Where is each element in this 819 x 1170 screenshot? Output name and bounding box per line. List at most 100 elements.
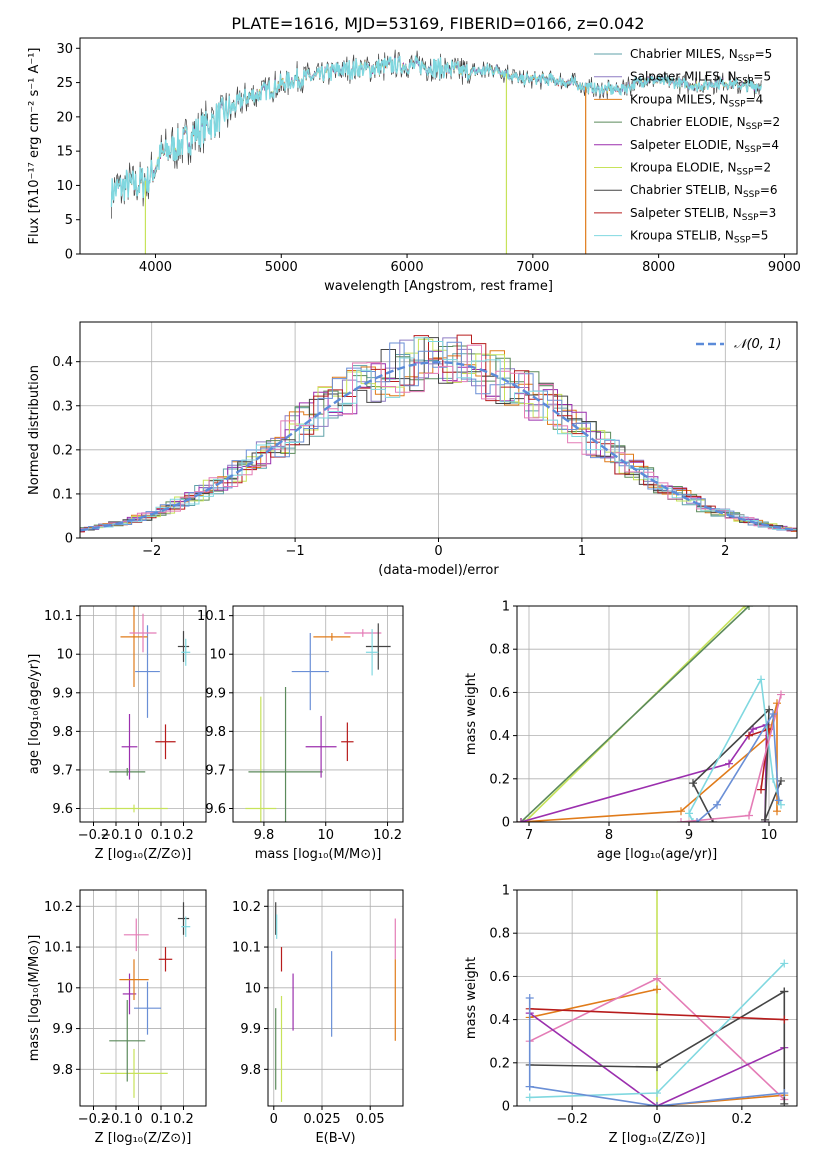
weight-line-kroupa_miles <box>529 988 658 1019</box>
legend-entry: Kroupa ELODIE, NSSP=2 <box>630 161 771 178</box>
legend-entry: Kroupa STELIB, NSSP=5 <box>630 229 768 246</box>
x-tick-label: 0 <box>134 1112 142 1127</box>
weight-marker <box>780 987 789 996</box>
y-axis-label: Flux [fλ10⁻¹⁷ erg cm⁻² s⁻¹ A⁻¹] <box>27 48 42 245</box>
weight-marker <box>525 994 534 1002</box>
figure-title: PLATE=1616, MJD=53169, FIBERID=0166, z=0… <box>231 14 644 33</box>
weight-line-blue <box>696 711 780 822</box>
weight-marker <box>741 606 749 610</box>
legend-entry: Kroupa MILES, NSSP=4 <box>630 92 763 109</box>
axes-frame <box>232 605 404 823</box>
weight-marker <box>725 759 733 768</box>
weight-marker <box>777 776 785 785</box>
weight-marker <box>653 985 661 994</box>
weight-line-salpeter_stelib <box>529 1008 785 1021</box>
weight-marker <box>745 606 753 610</box>
weight-marker <box>757 785 765 794</box>
y-tick-label: 0.4 <box>489 729 510 744</box>
x-tick-label: 0 <box>653 1112 661 1127</box>
x-tick-label: 9.8 <box>254 828 275 843</box>
weight-marker <box>653 1089 661 1098</box>
x-tick-label: −0.2 <box>556 1112 588 1127</box>
axes-frame <box>79 889 207 1107</box>
y-tick-label: 9.9 <box>52 1022 73 1037</box>
axes-frame <box>516 605 798 823</box>
x-tick-label: 7000 <box>516 260 549 275</box>
x-tick-label: 0.1 <box>151 1112 172 1127</box>
y-tick-label: 0.2 <box>489 1056 510 1071</box>
panel-residual-histogram: 𝒩(0, 1) −2 −1 0 1 2 0 0.1 0.2 0.3 0.4 (data-model)/… <box>27 321 798 578</box>
panel-age-vs-mass: 9.8 10 10.2 9.6 9.7 9.8 9.9 10 10.1 mass [log₁₀(M… <box>197 605 404 862</box>
y-tick-label: 10 <box>244 981 261 996</box>
y-tick-label: 10 <box>56 648 73 663</box>
x-axis-label: E(B-V) <box>315 1131 355 1146</box>
plot-area-age-vs-Z <box>100 606 191 813</box>
axes-frame <box>79 605 207 823</box>
y-tick-label: 1 <box>502 884 510 899</box>
plot-area-residual-histogram <box>80 334 797 533</box>
x-tick-label: 10.2 <box>373 828 402 843</box>
y-tick-label: 10 <box>56 981 73 996</box>
weight-marker <box>525 1082 534 1091</box>
weight-marker <box>713 800 721 809</box>
y-axis-label: age [log₁₀(age/yr)] <box>27 654 42 775</box>
y-tick-label: 0.2 <box>489 772 510 787</box>
y-tick-label: 9.9 <box>205 686 226 701</box>
x-axis-label: age [log₁₀(age/yr)] <box>597 847 718 862</box>
weight-marker <box>653 1102 661 1106</box>
x-tick-label: −0.1 <box>100 828 132 843</box>
y-tick-label: 10.1 <box>44 941 73 956</box>
plot-area-weight-vs-Z <box>525 890 789 1106</box>
y-tick-label: 9.9 <box>52 686 73 701</box>
weight-marker <box>780 1099 789 1106</box>
y-tick-label: 9.8 <box>52 725 73 740</box>
x-tick-label: 1 <box>578 544 586 559</box>
x-tick-label: −2 <box>142 544 161 559</box>
x-tick-label: 0 <box>270 1112 278 1127</box>
spectrum-line-kroupa_stelib <box>110 55 762 208</box>
legend-entry: Salpeter STELIB, NSSP=3 <box>630 206 776 223</box>
x-axis-label: mass [log₁₀(M/M⊙)] <box>255 847 382 862</box>
y-tick-label: 1 <box>502 600 510 615</box>
weight-marker <box>745 731 753 740</box>
x-axis-label: wavelength [Angstrom, rest frame] <box>324 279 553 294</box>
y-tick-label: 0 <box>502 816 510 831</box>
weight-marker <box>517 818 525 822</box>
x-axis-label: Z [log₁₀(Z/Z⊙)] <box>609 1131 706 1146</box>
y-tick-label: 0.4 <box>489 1013 510 1028</box>
weight-marker <box>749 725 757 734</box>
legend-histogram: 𝒩(0, 1) <box>696 337 781 352</box>
weight-marker <box>769 774 777 783</box>
y-tick-label: 0.1 <box>52 487 73 502</box>
x-tick-label: 0.2 <box>173 828 194 843</box>
x-tick-label: 4000 <box>139 260 172 275</box>
weight-marker <box>780 959 789 968</box>
y-tick-label: 0.3 <box>52 399 73 414</box>
x-tick-label: 10 <box>761 828 778 843</box>
x-tick-label: 9000 <box>768 260 801 275</box>
x-tick-label: −0.2 <box>78 1112 110 1127</box>
plot-area-mass-vs-Z <box>100 902 191 1098</box>
plot-area-mass-vs-EBV <box>275 902 396 1102</box>
panel-mass-vs-EBV: 0 0.025 0.05 9.8 9.9 10 10.1 10.2 E(B-V) <box>232 889 404 1146</box>
y-axis-label: mass weight <box>464 673 479 755</box>
y-tick-label: 15 <box>56 145 73 160</box>
legend-entry: Chabrier MILES, NSSP=5 <box>630 47 772 64</box>
y-tick-label: 9.8 <box>240 1063 261 1078</box>
y-tick-label: 5 <box>65 213 73 228</box>
y-tick-label: 0 <box>502 1100 510 1115</box>
x-tick-label: −1 <box>286 544 305 559</box>
panel-mass-vs-Z: −0.2−0.1 0 0.1 0.2 9.8 9.9 10 10.1 10.2 Z [log₁₀(… <box>27 889 207 1146</box>
x-tick-label: 0.2 <box>173 1112 194 1127</box>
y-tick-label: 9.6 <box>205 802 226 817</box>
x-tick-label: 0.025 <box>303 1112 340 1127</box>
x-tick-label: 8000 <box>642 260 675 275</box>
y-tick-label: 10 <box>56 179 73 194</box>
y-tick-label: 9.6 <box>52 802 73 817</box>
y-tick-label: 25 <box>56 76 73 91</box>
weight-marker <box>677 818 685 822</box>
panel-weight-vs-Z: −0.2 0 0.2 0 0.2 0.4 0.6 0.8 1 Z [log₁₀(Z/Z⊙)] mas… <box>464 884 798 1146</box>
y-tick-label: 20 <box>56 110 73 125</box>
weight-marker <box>769 710 777 718</box>
